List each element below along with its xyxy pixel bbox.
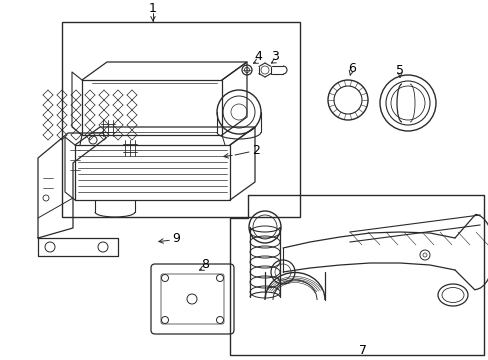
Text: 1: 1 bbox=[149, 1, 157, 14]
Text: 9: 9 bbox=[172, 231, 180, 244]
Text: 7: 7 bbox=[358, 343, 366, 356]
Text: 3: 3 bbox=[270, 50, 278, 63]
Text: 6: 6 bbox=[347, 62, 355, 75]
Text: 8: 8 bbox=[201, 258, 208, 271]
Text: 4: 4 bbox=[254, 50, 262, 63]
Text: 2: 2 bbox=[251, 144, 259, 157]
Bar bbox=[62, 22, 299, 217]
Text: 5: 5 bbox=[395, 63, 403, 77]
